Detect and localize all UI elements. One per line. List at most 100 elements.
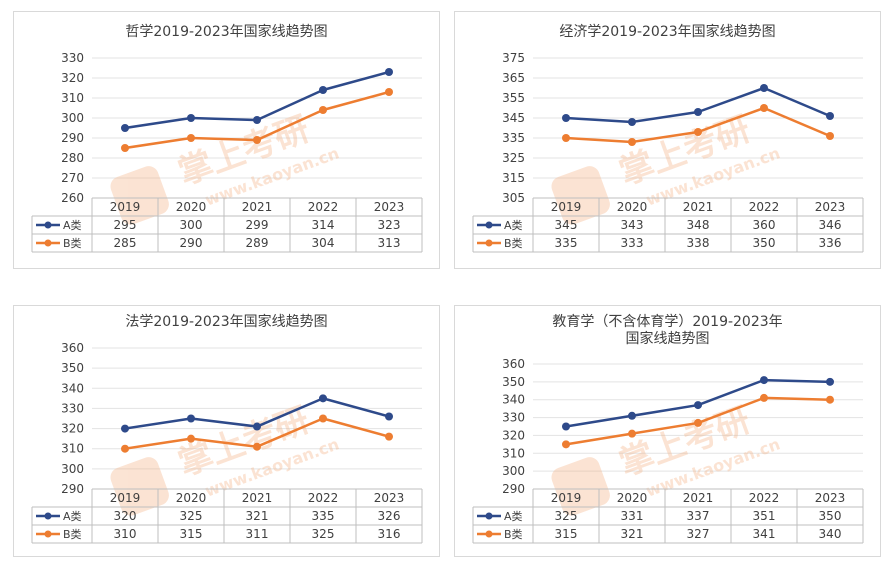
table-value: 315 [555, 527, 578, 541]
table-value: 350 [819, 509, 842, 523]
data-point-a [187, 414, 195, 423]
data-point-b [385, 432, 393, 441]
table-value: 336 [819, 236, 842, 250]
table-value: 325 [312, 527, 335, 541]
table-value: 325 [555, 509, 578, 523]
legend-marker [485, 530, 493, 538]
y-tick-label: 310 [502, 446, 525, 460]
y-tick-label: 350 [61, 361, 84, 375]
data-point-a [253, 116, 261, 124]
x-category-label: 2023 [815, 200, 846, 214]
table-value: 290 [180, 236, 203, 250]
table-value: 333 [621, 236, 644, 250]
y-tick-label: 330 [502, 411, 525, 425]
legend-marker [485, 239, 493, 247]
table-value: 295 [114, 218, 137, 232]
x-category-label: 2022 [749, 491, 780, 505]
x-category-label: 2020 [176, 491, 207, 505]
legend-marker [44, 530, 52, 538]
table-value: 323 [378, 218, 401, 232]
table-value: 350 [753, 236, 776, 250]
y-tick-label: 310 [61, 442, 84, 456]
y-tick-label: 360 [61, 341, 84, 355]
table-value: 327 [687, 527, 710, 541]
table-value: 321 [246, 509, 269, 523]
x-category-label: 2020 [176, 200, 207, 214]
data-point-a [253, 422, 261, 431]
y-tick-label: 320 [61, 71, 84, 85]
legend-label: A类 [504, 509, 523, 523]
data-point-a [319, 394, 327, 403]
table-value: 311 [246, 527, 269, 541]
y-tick-label: 305 [502, 191, 525, 205]
table-value: 299 [246, 218, 269, 232]
table-value: 335 [312, 509, 335, 523]
y-tick-label: 320 [502, 428, 525, 442]
chart-title: 法学2019-2023年国家线趋势图 [125, 314, 328, 330]
data-point-a [694, 108, 702, 116]
data-point-a [826, 377, 834, 386]
y-tick-label: 300 [61, 111, 84, 125]
table-value: 346 [819, 218, 842, 232]
data-point-a [562, 114, 570, 122]
chart-title: 教育学（不含体育学）2019-2023年 [552, 314, 783, 330]
watermark-logo [110, 457, 169, 516]
line-chart-law: 290300310320330340350360掌上考研www.kaoyan.c… [31, 341, 423, 544]
y-tick-label: 290 [502, 482, 525, 496]
table-value: 313 [378, 236, 401, 250]
table-value: 316 [378, 527, 401, 541]
series-line-a [565, 86, 831, 124]
table-value: 314 [312, 218, 335, 232]
data-point-a [385, 68, 393, 76]
y-tick-label: 375 [502, 51, 525, 65]
table-value: 331 [621, 509, 644, 523]
data-point-b [319, 106, 327, 114]
x-category-label: 2022 [749, 200, 780, 214]
data-point-b [826, 132, 834, 140]
y-tick-label: 270 [61, 171, 84, 185]
y-tick-label: 345 [502, 111, 525, 125]
legend-marker [44, 239, 52, 247]
data-point-b [562, 440, 570, 449]
data-point-a [562, 422, 570, 431]
data-point-a [760, 376, 768, 385]
y-tick-label: 335 [502, 131, 525, 145]
data-point-b [121, 444, 129, 453]
line-chart-economics: 305315325335345355365375掌上考研www.kaoyan.c… [472, 51, 864, 253]
data-point-b [319, 414, 327, 423]
table-value: 343 [621, 218, 644, 232]
x-category-label: 2021 [242, 200, 273, 214]
table-value: 326 [378, 509, 401, 523]
y-tick-label: 310 [61, 91, 84, 105]
line-chart-education: 290 300 310 320 330 340 350 360 掌上考研www.kaoyan.c… [472, 357, 864, 544]
legend-label: A类 [63, 218, 82, 232]
chart-panel-philosophy: 哲学2019-2023年国家线趋势图 260 270 280 290 300 310 320… [13, 11, 440, 269]
table-value: 348 [687, 218, 710, 232]
legend-label: B类 [504, 236, 523, 250]
y-tick-label: 340 [61, 381, 84, 395]
data-point-a [628, 411, 636, 420]
data-point-b [694, 128, 702, 136]
data-point-b [760, 393, 768, 402]
table-value: 345 [555, 218, 578, 232]
legend-label: B类 [504, 527, 523, 541]
chart-panel-economics: 经济学2019-2023年国家线趋势图 305 315 325 335 345 355 36… [454, 11, 881, 269]
data-point-b [121, 144, 129, 152]
y-tick-label: 280 [61, 151, 84, 165]
chart-title: 经济学2019-2023年国家线趋势图 [559, 24, 776, 40]
legend-label: B类 [63, 236, 82, 250]
watermark-logo [551, 166, 610, 225]
data-point-b [694, 418, 702, 427]
table-value: 338 [687, 236, 710, 250]
x-category-label: 2023 [374, 491, 405, 505]
data-point-a [628, 118, 636, 126]
x-category-label: 2020 [617, 491, 648, 505]
chart-panel-law: 法学2019-2023年国家线趋势图 290 300 310 320 330 340 350… [13, 305, 440, 557]
table-value: 341 [753, 527, 776, 541]
table-value: 340 [819, 527, 842, 541]
table-value: 325 [180, 509, 203, 523]
data-point-a [760, 84, 768, 92]
data-point-b [826, 395, 834, 404]
x-category-label: 2022 [308, 491, 339, 505]
